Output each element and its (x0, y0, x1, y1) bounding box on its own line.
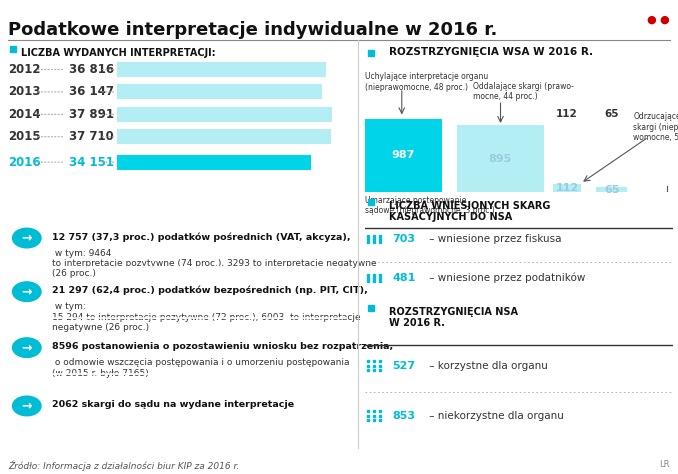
Circle shape (12, 396, 41, 416)
Text: 37 891: 37 891 (69, 108, 114, 121)
Text: 2016: 2016 (8, 155, 41, 169)
FancyBboxPatch shape (117, 107, 332, 122)
FancyBboxPatch shape (117, 129, 331, 144)
FancyBboxPatch shape (117, 84, 322, 100)
Text: 987: 987 (392, 150, 415, 160)
Text: LICZBA WYDANYCH INTERPRETACJI:: LICZBA WYDANYCH INTERPRETACJI: (21, 48, 216, 58)
Text: 36 147: 36 147 (69, 85, 114, 99)
Text: – wniesione przez fiskusa: – wniesione przez fiskusa (426, 234, 562, 244)
Text: – niekorzystne dla organu: – niekorzystne dla organu (426, 410, 564, 420)
Text: 2014: 2014 (8, 108, 41, 121)
Text: →: → (22, 231, 32, 245)
Text: →: → (22, 400, 32, 412)
Text: ●: ● (646, 14, 656, 24)
Text: – korzystne dla organu: – korzystne dla organu (426, 361, 549, 371)
Text: w tym:
15 294 to interpretacje pozytywne (72 proc.), 6003  to interpretacje
nega: w tym: 15 294 to interpretacje pozytywne… (52, 302, 361, 332)
Text: 895: 895 (489, 154, 512, 164)
Text: 65: 65 (604, 109, 619, 119)
Text: 37 710: 37 710 (69, 130, 114, 143)
Text: 2013: 2013 (8, 85, 41, 99)
Text: 36 816: 36 816 (69, 63, 115, 76)
Circle shape (12, 228, 41, 248)
FancyBboxPatch shape (553, 183, 581, 192)
FancyBboxPatch shape (117, 62, 325, 77)
Text: 527: 527 (393, 361, 416, 371)
Text: ROZSTRZYGNIĘCIA NSA
W 2016 R.: ROZSTRZYGNIĘCIA NSA W 2016 R. (389, 307, 519, 328)
FancyBboxPatch shape (365, 118, 442, 192)
Text: 481: 481 (393, 273, 416, 283)
Text: 853: 853 (393, 410, 416, 420)
Circle shape (12, 338, 41, 357)
Text: o odmowie wszczęcia postępowania i o umorzeniu postępowania
(w 2015 r. było 7165: o odmowie wszczęcia postępowania i o umo… (52, 358, 350, 378)
Text: 34 151: 34 151 (69, 155, 114, 169)
Text: 112: 112 (555, 183, 578, 193)
Text: Źródło: Informacja z działalności biur KIP za 2016 r.: Źródło: Informacja z działalności biur K… (8, 461, 239, 471)
FancyBboxPatch shape (457, 126, 544, 192)
Text: – wniesione przez podatników: – wniesione przez podatników (426, 273, 586, 283)
Text: Umarzające postępowanie
sądowe (nieprawomocne, 3 proc.): Umarzające postępowanie sądowe (nieprawo… (365, 196, 494, 215)
Text: Odrzucające
skargi (niepra-
womocne, 5 proc.): Odrzucające skargi (niepra- womocne, 5 p… (633, 112, 678, 142)
Text: 703: 703 (393, 234, 416, 244)
Text: 2012: 2012 (8, 63, 41, 76)
Text: 65: 65 (604, 184, 619, 194)
Text: ●: ● (660, 14, 669, 24)
Text: 2062 skargi do sądu na wydane interpretacje: 2062 skargi do sądu na wydane interpreta… (52, 400, 294, 409)
Text: Oddalające skargi (prawo-
mocne, 44 proc.): Oddalające skargi (prawo- mocne, 44 proc… (473, 82, 574, 101)
Text: LR: LR (660, 460, 670, 469)
Text: 8596 postanowienia o pozostawieniu wniosku bez rozpatrzenia,: 8596 postanowienia o pozostawieniu wnios… (52, 342, 393, 351)
Text: →: → (22, 341, 32, 354)
Text: Podatkowe interpretacje indywidualne w 2016 r.: Podatkowe interpretacje indywidualne w 2… (8, 21, 498, 39)
Text: 2015: 2015 (8, 130, 41, 143)
Text: 21 297 (62,4 proc.) podatków bezpośrednich (np. PIT, CIT),: 21 297 (62,4 proc.) podatków bezpośredni… (52, 286, 368, 295)
Circle shape (12, 282, 41, 301)
Text: w tym: 9464
to interpretacje pozytywne (74 proc.), 3293 to interpretacje negatyw: w tym: 9464 to interpretacje pozytywne (… (52, 248, 377, 278)
Text: INTERPRETACJE DOTYCZYŁY:: INTERPRETACJE DOTYCZYŁY: (15, 197, 201, 210)
FancyBboxPatch shape (596, 187, 627, 192)
Text: →: → (22, 285, 32, 298)
Text: 12 757 (37,3 proc.) podatków pośrednich (VAT, akcyza),: 12 757 (37,3 proc.) podatków pośrednich … (52, 232, 351, 242)
Text: Uchylające interpretacje organu
(nieprawomocne, 48 proc.): Uchylające interpretacje organu (niepraw… (365, 72, 488, 91)
FancyBboxPatch shape (117, 155, 311, 170)
Text: LICZBA WNIESIONYCH SKARG
KASACYJNYCH DO NSA: LICZBA WNIESIONYCH SKARG KASACYJNYCH DO … (389, 201, 551, 222)
Text: 112: 112 (556, 109, 578, 119)
Text: ROZSTRZYGNIĘCIA WSA W 2016 R.: ROZSTRZYGNIĘCIA WSA W 2016 R. (389, 47, 593, 57)
